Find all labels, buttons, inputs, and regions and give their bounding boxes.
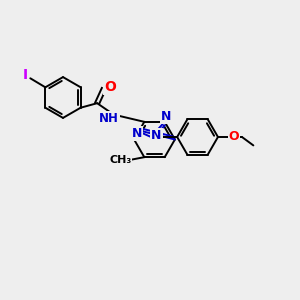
Text: O: O (229, 130, 239, 143)
Text: NH: NH (99, 112, 119, 125)
Text: CH₃: CH₃ (109, 154, 131, 165)
Text: N: N (161, 110, 171, 123)
Text: N: N (131, 127, 142, 140)
Text: N: N (151, 129, 162, 142)
Text: I: I (22, 68, 28, 82)
Text: O: O (104, 80, 116, 94)
